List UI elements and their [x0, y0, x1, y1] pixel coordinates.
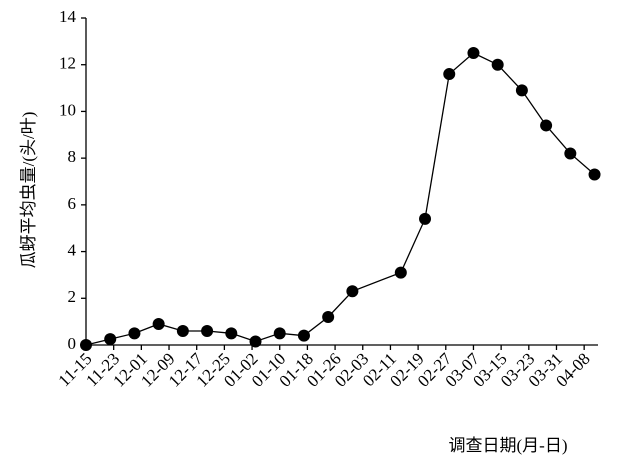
y-tick-label: 0 — [68, 334, 77, 353]
data-point — [540, 119, 553, 132]
data-point — [346, 285, 359, 298]
data-point — [588, 168, 601, 181]
data-point — [104, 333, 117, 346]
data-point — [273, 327, 286, 340]
y-axis-title: 瓜蚜平均虫量/(头/叶) — [19, 112, 38, 269]
data-point — [322, 310, 335, 323]
y-tick-label: 2 — [68, 287, 77, 306]
data-point — [176, 324, 189, 337]
data-point — [225, 327, 238, 340]
data-point — [491, 58, 504, 71]
data-point — [467, 47, 480, 60]
y-tick-label: 10 — [59, 100, 76, 119]
data-point — [80, 339, 92, 351]
y-tick-label: 12 — [59, 54, 76, 73]
data-point — [201, 324, 214, 337]
data-point — [419, 212, 432, 225]
data-line — [85, 52, 595, 346]
x-axis-title: 调查日期(月-日) — [449, 436, 568, 455]
y-tick-label: 8 — [68, 147, 77, 166]
data-point — [297, 329, 310, 342]
data-point — [249, 335, 262, 348]
data-point — [128, 327, 141, 340]
y-tick-label: 4 — [68, 240, 77, 259]
data-point — [394, 266, 407, 279]
data-point — [152, 317, 165, 330]
data-point — [443, 68, 456, 81]
y-tick-label: 14 — [59, 7, 77, 26]
data-point — [515, 84, 528, 97]
data-point — [564, 147, 577, 160]
y-tick-label: 6 — [68, 194, 77, 213]
